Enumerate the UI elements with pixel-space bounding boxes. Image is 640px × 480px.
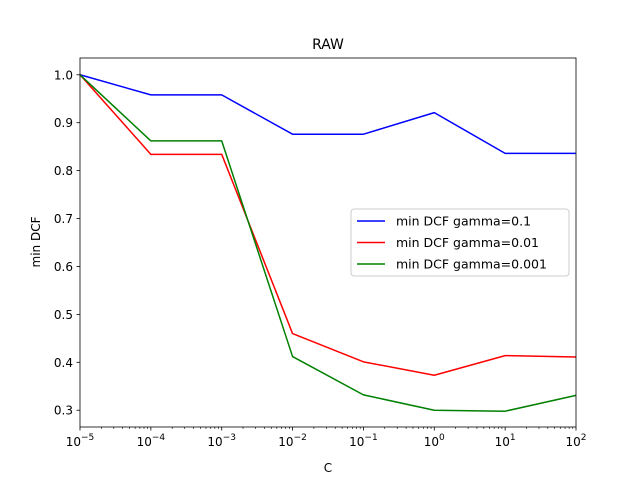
x-tick-label: 100 — [424, 433, 445, 449]
y-tick-label: 0.3 — [54, 404, 73, 418]
y-tick-label: 0.4 — [54, 356, 73, 370]
y-tick-label: 0.8 — [54, 164, 73, 178]
legend-box — [350, 208, 570, 277]
series-line-3 — [79, 74, 577, 412]
x-tick-label: 10−5 — [66, 433, 95, 449]
legend-label: min DCF gamma=0.01 — [396, 235, 539, 250]
plot-frame — [79, 57, 577, 428]
y-axis-label: min DCF — [29, 216, 43, 267]
x-tick-label: 101 — [495, 433, 516, 449]
y-tick-label: 0.9 — [54, 116, 73, 130]
y-tick-label: 0.5 — [54, 308, 73, 322]
legend-label: min DCF gamma=0.1 — [396, 214, 531, 229]
x-tick-label: 102 — [565, 433, 586, 449]
x-tick-label: 10−1 — [349, 433, 378, 449]
y-axis: 0.3 0.4 0.5 0.6 0.7 0.8 0.9 1.0 — [54, 68, 80, 418]
x-axis: 10−5 10−4 10−3 10−2 10−1 100 101 102 — [66, 427, 587, 449]
y-tick-label: 1.0 — [54, 68, 73, 82]
y-tick-label: 0.6 — [54, 260, 73, 274]
legend-label: min DCF gamma=0.001 — [396, 257, 547, 272]
legend: min DCF gamma=0.1 min DCF gamma=0.01 min D… — [350, 208, 570, 277]
series-line-2 — [79, 74, 577, 376]
x-tick-label: 10−4 — [137, 433, 166, 449]
chart-title: RAW — [312, 37, 344, 53]
x-tick-label: 10−2 — [278, 433, 307, 449]
x-axis-label: C — [324, 461, 332, 475]
y-tick-label: 0.7 — [54, 212, 73, 226]
series-line-1 — [79, 74, 576, 155]
x-tick-label: 10−3 — [207, 433, 236, 449]
series-lines — [79, 74, 577, 412]
